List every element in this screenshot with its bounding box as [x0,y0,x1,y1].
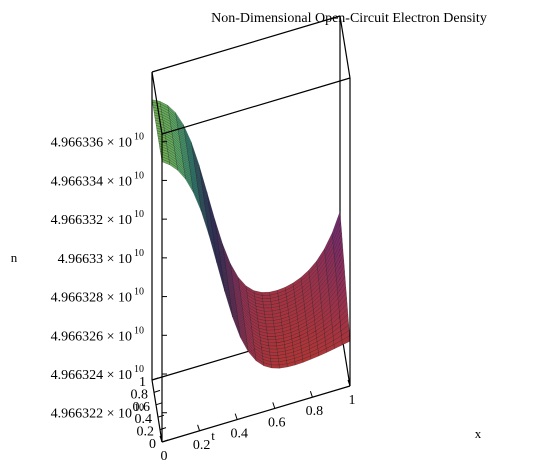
t-tick-mark [161,439,169,443]
surface-patch [265,323,275,328]
surface-patch [267,339,277,343]
box-edge [161,77,351,135]
z-tick-label: 4.966332 × 10 [51,213,132,228]
box-edge [161,385,351,443]
x-tick-label: 0.6 [268,415,286,430]
z-tick-exponent: 10 [134,287,144,298]
z-axis-ticks: 4.966336 × 10 104.966334 × 10 104.966332 ×… [51,132,167,422]
t-tick-mark [157,414,165,418]
z-tick-exponent: 10 [134,132,144,143]
z-tick-exponent: 10 [134,364,144,375]
t-tick-label: 1 [139,375,146,390]
t-tick-mark [155,402,163,406]
surface-patch [269,352,278,356]
x-tick-label: 1 [349,393,356,408]
t-tick-label: 0.6 [133,400,151,415]
x-tick-label: 0.4 [230,427,248,442]
t-tick-label: 0.8 [131,387,149,402]
x-tick-mark [309,391,313,398]
x-tick-label: 0.2 [193,438,211,453]
z-tick-exponent: 10 [134,403,144,414]
box-edge [151,379,163,443]
surface-patch [264,314,273,318]
x-tick-mark [234,413,238,420]
x-tick-mark [272,402,276,409]
x-tick-mark [159,435,163,443]
surface-patch [264,310,273,315]
surface-mesh [151,99,351,369]
surface-patch [261,295,271,299]
t-tick-mark [159,427,167,431]
t-tick-label: 0.2 [137,425,155,440]
z-tick-label: 4.966334 × 10 [51,174,132,189]
z-tick-exponent: 10 [134,209,144,220]
x-tick-mark [347,379,351,387]
surface-patch [269,348,278,353]
z-tick-label: 4.966328 × 10 [51,291,132,306]
box-edge [339,15,351,79]
x-axis-label: x [475,426,482,441]
z-tick-label: 4.966324 × 10 [51,368,132,383]
surface-patch [263,304,272,309]
surface-patch [265,320,274,325]
surface-patch [271,364,280,369]
surface-patch [266,329,276,334]
surface-patch [263,307,273,312]
surface-patch [266,333,276,337]
t-tick-label: 0 [149,437,156,452]
surface-patch [268,345,278,350]
surface-patch [270,358,279,362]
t-tick-mark [153,389,161,393]
z-tick-label: 4.966326 × 10 [51,329,132,344]
t-tick-mark [151,377,159,381]
t-axis-label: t [211,428,215,443]
z-tick-exponent: 10 [134,248,144,259]
surface-patch [267,336,277,340]
surface-patch [270,361,280,366]
x-axis-ticks: 0 0.2 0.4 0.6 0.8 1 [159,379,356,464]
surface-patch [262,301,272,306]
x-tick-mark [197,424,201,431]
t-axis-ticks: 10.80.60.40.20 [131,375,169,452]
box-edge [151,71,163,135]
z-tick-exponent: 10 [134,170,144,181]
x-tick-label: 0 [161,449,168,464]
surface-patch [261,291,271,296]
x-tick-label: 0.8 [306,404,324,419]
z-tick-label: 4.966336 × 10 [51,136,132,151]
surface-patch [264,317,274,321]
bounding-box-front [151,15,351,443]
surface-patch [268,342,277,347]
z-tick-label: 4.96633 × 10 [58,252,132,267]
z-tick-exponent: 10 [134,325,144,336]
surface-patch [269,355,279,359]
z-axis-label: n [11,250,18,265]
z-tick-label: 4.966322 × 10 [51,407,132,422]
surface-patch [266,326,275,331]
chart-title: Non-Dimensional Open-Circuit Electron De… [211,11,487,26]
surface-patch [262,298,272,302]
box-edge [151,15,341,73]
t-tick-label: 0.4 [135,412,153,427]
